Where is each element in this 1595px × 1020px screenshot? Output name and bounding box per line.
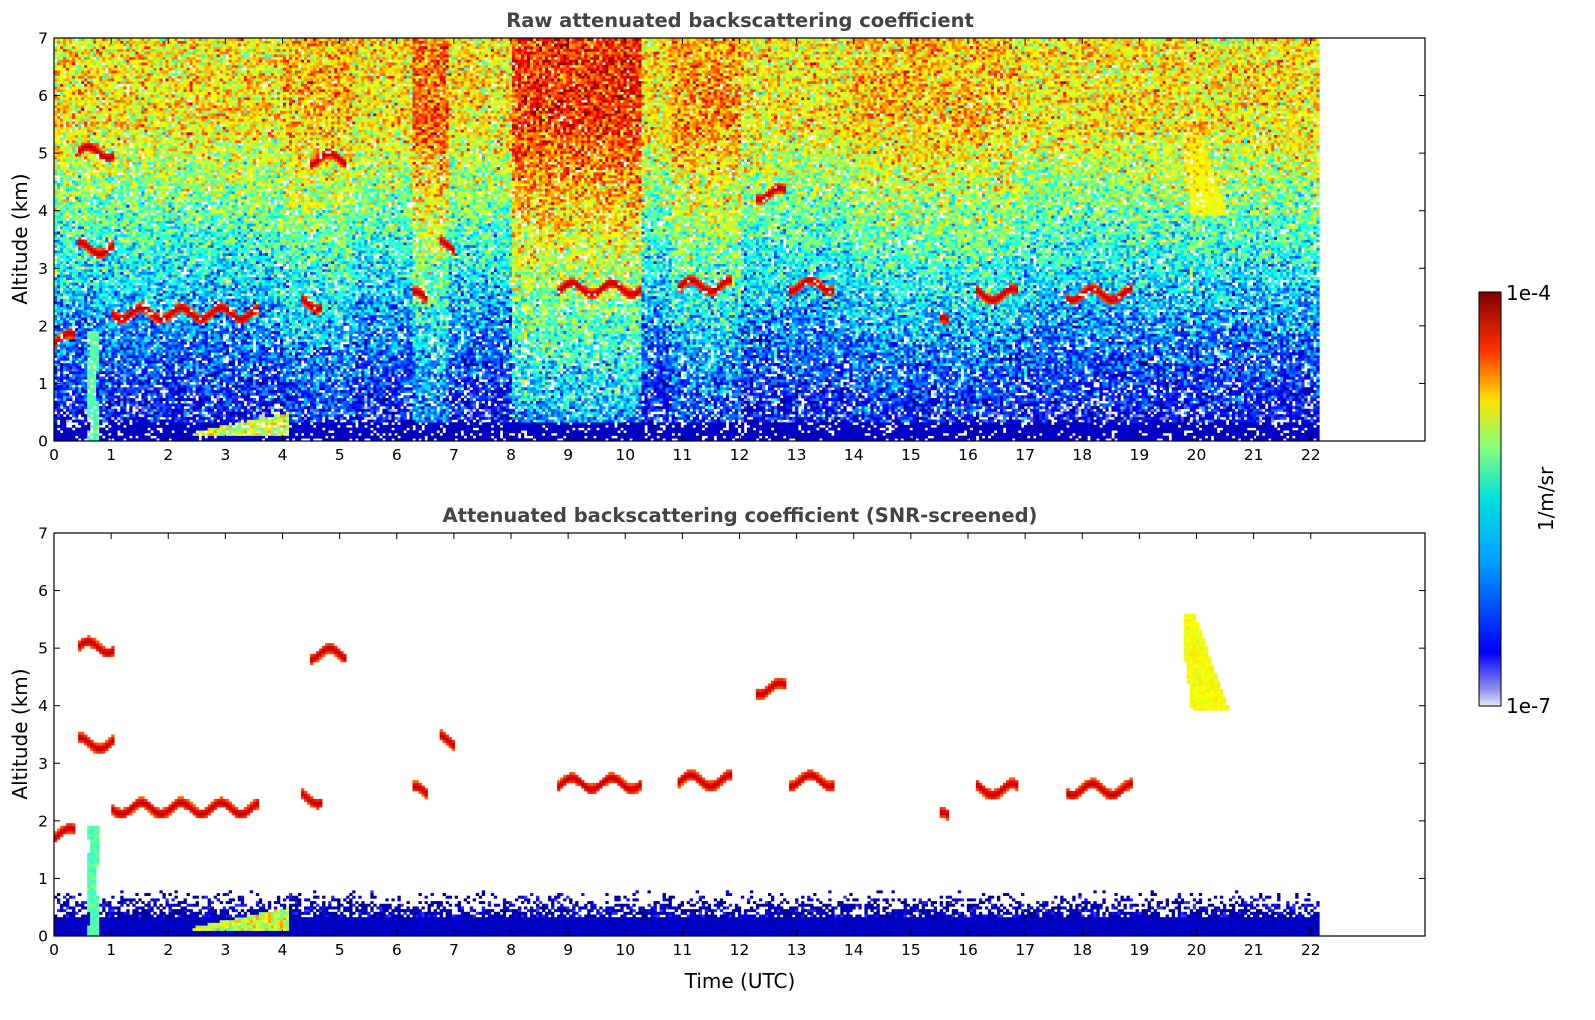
x-axis-label: Time (UTC) [684, 969, 796, 993]
colorbar-min-label: 1e-7 [1506, 694, 1551, 718]
y-tick-label: 5 [38, 640, 48, 658]
x-tick-label: 0 [49, 446, 59, 464]
x-tick-label: 21 [1244, 941, 1264, 959]
y-tick-label: 7 [38, 30, 48, 48]
y-tick-label: 3 [38, 260, 48, 278]
raw-backscatter-panel: Raw attenuated backscattering coefficien… [8, 9, 1425, 464]
x-tick-label: 13 [787, 941, 807, 959]
x-tick-label: 20 [1187, 941, 1207, 959]
x-tick-label: 22 [1301, 941, 1321, 959]
x-tick-label: 19 [1130, 446, 1150, 464]
colorbar-max-label: 1e-4 [1506, 281, 1551, 305]
x-tick-label: 12 [730, 446, 750, 464]
x-tick-label: 3 [220, 446, 230, 464]
y-tick-label: 0 [38, 928, 48, 946]
x-tick-label: 2 [163, 941, 173, 959]
heatmap-layer [54, 38, 1320, 441]
y-tick-label: 7 [38, 525, 48, 543]
y-tick-label: 1 [38, 870, 48, 888]
x-tick-label: 2 [163, 446, 173, 464]
colorbar-gradient [1479, 292, 1501, 706]
y-axis-label: Altitude (km) [8, 668, 32, 799]
x-tick-label: 12 [730, 941, 750, 959]
x-tick-label: 6 [392, 446, 402, 464]
colorbar-unit-label: 1/m/sr [1534, 466, 1558, 531]
x-tick-label: 18 [1072, 941, 1092, 959]
x-tick-label: 11 [673, 941, 693, 959]
y-tick-label: 1 [38, 375, 48, 393]
plot-area [54, 533, 1425, 936]
x-tick-label: 16 [958, 446, 978, 464]
y-tick-label: 6 [38, 582, 48, 600]
x-tick-label: 3 [220, 941, 230, 959]
x-tick-label: 8 [506, 446, 516, 464]
x-tick-label: 11 [673, 446, 693, 464]
x-tick-label: 4 [278, 941, 288, 959]
y-tick-label: 6 [38, 87, 48, 105]
x-tick-label: 9 [563, 941, 573, 959]
x-tick-label: 17 [1015, 941, 1035, 959]
x-tick-label: 19 [1130, 941, 1150, 959]
x-tick-label: 5 [335, 446, 345, 464]
x-tick-label: 15 [901, 446, 921, 464]
x-tick-label: 14 [844, 446, 864, 464]
x-tick-label: 20 [1187, 446, 1207, 464]
x-tick-label: 16 [958, 941, 978, 959]
x-tick-label: 15 [901, 941, 921, 959]
y-tick-label: 0 [38, 433, 48, 451]
y-tick-label: 4 [38, 202, 48, 220]
x-tick-label: 14 [844, 941, 864, 959]
x-tick-label: 10 [615, 941, 635, 959]
chart-title: Attenuated backscattering coefficient (S… [443, 504, 1038, 527]
chart-title: Raw attenuated backscattering coefficien… [506, 9, 974, 32]
x-tick-label: 1 [106, 941, 116, 959]
x-tick-label: 7 [449, 446, 459, 464]
y-tick-label: 2 [38, 317, 48, 335]
y-tick-label: 2 [38, 812, 48, 830]
x-tick-label: 0 [49, 941, 59, 959]
x-tick-label: 6 [392, 941, 402, 959]
y-tick-label: 5 [38, 145, 48, 163]
x-tick-label: 4 [278, 446, 288, 464]
x-tick-label: 9 [563, 446, 573, 464]
x-tick-label: 13 [787, 446, 807, 464]
y-tick-label: 3 [38, 755, 48, 773]
x-tick-label: 22 [1301, 446, 1321, 464]
screened-backscatter-panel: Attenuated backscattering coefficient (S… [8, 504, 1425, 993]
colorbar: 1e-4 1e-7 1/m/sr [1479, 281, 1558, 718]
y-axis-label: Altitude (km) [8, 173, 32, 304]
x-tick-label: 8 [506, 941, 516, 959]
x-tick-label: 18 [1072, 446, 1092, 464]
y-tick-label: 4 [38, 697, 48, 715]
x-tick-label: 10 [615, 446, 635, 464]
x-tick-label: 5 [335, 941, 345, 959]
x-tick-label: 17 [1015, 446, 1035, 464]
x-tick-label: 21 [1244, 446, 1264, 464]
x-tick-label: 7 [449, 941, 459, 959]
x-tick-label: 1 [106, 446, 116, 464]
